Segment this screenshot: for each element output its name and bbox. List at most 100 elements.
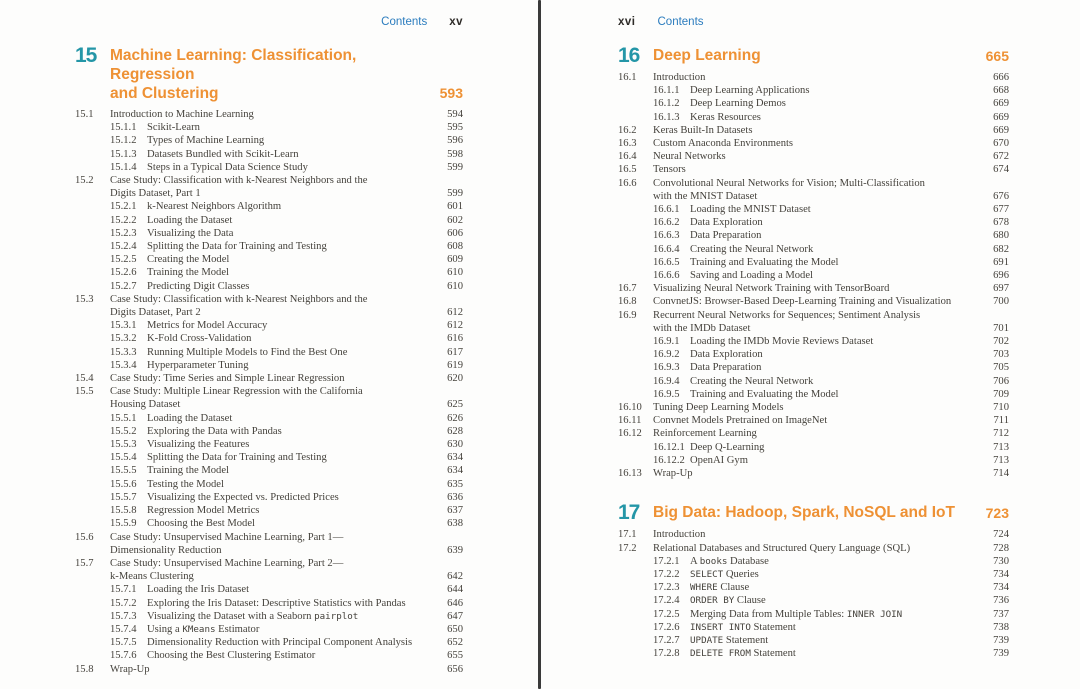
section-number: 16.12.2 <box>653 454 685 466</box>
section-title: SELECT Queries <box>690 568 759 580</box>
code-text: INNER JOIN <box>846 608 903 620</box>
toc-entry: 15.3.4 Hyperparameter Tuning 619 <box>75 359 463 372</box>
toc-entry: 15.7.3 Visualizing the Dataset with a Sea… <box>75 610 463 623</box>
section-title: k-Means Clustering <box>110 571 194 583</box>
section-number: 15.5.4 <box>110 452 137 464</box>
page-header-left: Contents xv <box>75 16 463 28</box>
section-title: Digits Dataset, Part 2 <box>110 307 201 319</box>
section-number: 15.2.7 <box>110 280 137 292</box>
section-title: Saving and Loading a Model <box>690 270 813 282</box>
section-page-number: 601 <box>447 201 463 213</box>
section-title: Types of Machine Learning <box>147 135 265 147</box>
section-page-number: 676 <box>993 190 1009 202</box>
section-title: Using a KMeans Estimator <box>147 623 260 635</box>
section-page-number: 639 <box>447 544 463 556</box>
section-title: OpenAI Gym <box>690 454 748 466</box>
section-title: Introduction <box>653 529 706 541</box>
section-number: 15.2.3 <box>110 227 137 239</box>
section-title: INSERT INTO Statement <box>690 621 796 633</box>
code-text: KMeans <box>182 623 216 635</box>
toc-entry: 17.2.2 SELECT Queries 734 <box>618 568 1009 581</box>
toc-entry: 16.13 Wrap-Up 714 <box>618 467 1009 480</box>
chapter-title: Machine Learning: Classification, Regres… <box>110 46 425 103</box>
page-right: xvi Contents 16 Deep Learning 665 16.1 Intro… <box>618 0 1009 689</box>
section-title: Training the Model <box>147 267 230 279</box>
running-head: Contents <box>381 16 428 28</box>
toc-entry: 15.7.1 Loading the Iris Dataset 644 <box>75 583 463 596</box>
section-page-number: 714 <box>993 468 1009 480</box>
section-number: 15.7.6 <box>110 650 137 662</box>
section-number: 15.7 <box>75 557 94 569</box>
section-title: Creating the Neural Network <box>690 375 814 387</box>
toc-entry: 17.2.6 INSERT INTO Statement 738 <box>618 621 1009 634</box>
section-number: 15.2 <box>75 175 94 187</box>
section-page-number: 646 <box>447 597 463 609</box>
section-page-number: 656 <box>447 663 463 675</box>
toc-entry: 17.2.1 A books Database 730 <box>618 555 1009 568</box>
code-text: ORDER BY <box>690 595 735 607</box>
section-number: 16.1.2 <box>653 98 680 110</box>
section-page-number: 739 <box>993 634 1009 646</box>
section-title: Creating the Model <box>147 254 230 266</box>
section-number: 16.9.3 <box>653 362 680 374</box>
toc-entry: 15.5.2 Exploring the Data with Pandas 628 <box>75 425 463 438</box>
section-page-number: 734 <box>993 582 1009 594</box>
toc-entry: 17.2.7 UPDATE Statement 739 <box>618 634 1009 647</box>
section-number <box>75 570 110 583</box>
section-page-number: 619 <box>447 359 463 371</box>
section-page-number: 602 <box>447 214 463 226</box>
section-page-number: 666 <box>993 72 1009 83</box>
section-title: Choosing the Best Clustering Estimator <box>147 650 316 662</box>
section-page-number: 612 <box>447 320 463 332</box>
section-title: Wrap-Up <box>110 663 150 675</box>
toc-entry: 15.7.6 Choosing the Best Clustering Estim… <box>75 649 463 662</box>
section-page-number: 739 <box>993 648 1009 660</box>
section-page-number: 669 <box>993 98 1009 110</box>
section-page-number: 738 <box>993 621 1009 633</box>
toc-entry: 15.5.6 Testing the Model 635 <box>75 478 463 491</box>
toc-entry: 16.8 ConvnetJS: Browser-Based Deep-Learni… <box>618 295 1009 308</box>
section-number: 15.8 <box>75 663 94 675</box>
toc-entry: 15.3.3 Running Multiple Models to Find th… <box>75 346 463 359</box>
toc-entry: 15.2.3 Visualizing the Data 606 <box>75 227 463 240</box>
left-chapters: 15 Machine Learning: Classification, Regr… <box>75 45 463 676</box>
section-title: K-Fold Cross-Validation <box>147 333 252 345</box>
section-number: 15.2.6 <box>110 267 137 279</box>
section-number: 16.6.6 <box>653 270 680 282</box>
section-page-number: 669 <box>993 111 1009 123</box>
toc-entry: 16.9.5 Training and Evaluating the Model 7… <box>618 388 1009 401</box>
section-title: Running Multiple Models to Find the Best… <box>147 346 348 358</box>
chapter-16: 16 Deep Learning 665 16.1 Introduction 666 16.… <box>618 45 1010 480</box>
section-number: 15.2.5 <box>110 254 137 266</box>
section-number: 16.12.1 <box>653 441 685 453</box>
section-title: Visualizing the Expected vs. Predicted P… <box>147 491 339 503</box>
section-page-number: 669 <box>993 124 1009 136</box>
right-chapters: 16 Deep Learning 665 16.1 Introduction 666 16.… <box>618 45 1010 660</box>
chapter-page-number: 723 <box>985 505 1009 522</box>
section-title: Deep Q-Learning <box>690 441 765 453</box>
toc-entry: 15.5.7 Visualizing the Expected vs. Predi… <box>75 491 463 504</box>
toc-entry: 15.5.4 Splitting the Data for Training an… <box>75 451 463 464</box>
section-number: 16.9.1 <box>653 336 680 348</box>
section-number: 16.7 <box>618 283 637 295</box>
toc-entry: 15.5.5 Training the Model 634 <box>75 464 463 477</box>
section-title: Case Study: Multiple Linear Regression w… <box>110 386 363 398</box>
section-page-number: 711 <box>993 415 1010 427</box>
section-number: 15.5.3 <box>110 439 137 451</box>
toc-entry: 15.6 Case Study: Unsupervised Machine Lea… <box>75 531 463 544</box>
section-page-number: 712 <box>993 428 1009 440</box>
toc-entry-continuation: k-Means Clustering 642 <box>75 570 463 583</box>
section-page-number: 680 <box>993 230 1009 242</box>
section-page-number <box>435 174 463 187</box>
section-number: 15.2.2 <box>110 214 137 226</box>
section-number: 15.6 <box>75 531 94 543</box>
toc-entry: 15.2.1 k-Nearest Neighbors Algorithm 601 <box>75 200 463 213</box>
section-title: Training and Evaluating the Model <box>690 256 839 268</box>
section-number: 15.5.7 <box>110 491 137 503</box>
chapter-page-number: 593 <box>439 85 463 101</box>
section-number: 16.6.3 <box>653 230 680 242</box>
section-title: Data Exploration <box>690 349 763 361</box>
section-page-number: 702 <box>993 336 1009 348</box>
section-number: 17.2.2 <box>653 568 680 580</box>
section-number: 16.6.5 <box>653 256 680 268</box>
